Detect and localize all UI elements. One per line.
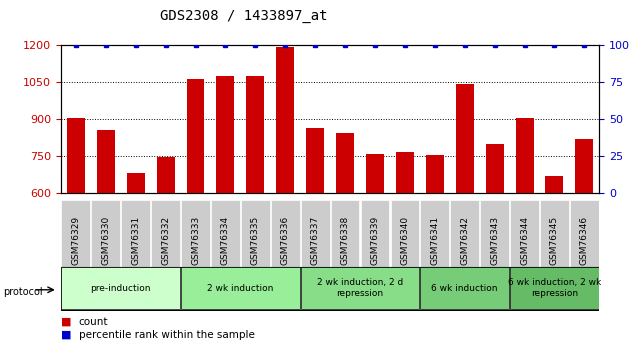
- Text: GSM76341: GSM76341: [430, 216, 439, 265]
- Text: 2 wk induction: 2 wk induction: [207, 284, 274, 293]
- Text: GSM76339: GSM76339: [370, 216, 379, 265]
- Text: GSM76331: GSM76331: [131, 216, 140, 265]
- FancyBboxPatch shape: [510, 267, 599, 309]
- Text: GSM76346: GSM76346: [580, 216, 589, 265]
- Text: GSM76335: GSM76335: [251, 216, 260, 265]
- Text: GSM76343: GSM76343: [490, 216, 499, 265]
- Text: GDS2308 / 1433897_at: GDS2308 / 1433897_at: [160, 9, 328, 23]
- Text: GSM76333: GSM76333: [191, 216, 200, 265]
- FancyBboxPatch shape: [480, 200, 509, 281]
- Text: GSM76337: GSM76337: [311, 216, 320, 265]
- Bar: [576, 139, 594, 342]
- Text: percentile rank within the sample: percentile rank within the sample: [79, 330, 254, 339]
- FancyBboxPatch shape: [510, 200, 539, 281]
- Bar: [276, 47, 294, 342]
- Text: 6 wk induction, 2 wk
repression: 6 wk induction, 2 wk repression: [508, 278, 601, 298]
- FancyBboxPatch shape: [420, 200, 449, 281]
- Bar: [366, 154, 384, 342]
- Text: GSM76329: GSM76329: [71, 216, 80, 265]
- Text: GSM76330: GSM76330: [101, 216, 110, 265]
- FancyBboxPatch shape: [62, 200, 90, 281]
- Text: GSM76336: GSM76336: [281, 216, 290, 265]
- FancyBboxPatch shape: [121, 200, 150, 281]
- FancyBboxPatch shape: [540, 200, 569, 281]
- FancyBboxPatch shape: [570, 200, 599, 281]
- Bar: [545, 176, 563, 342]
- Bar: [426, 155, 444, 342]
- FancyBboxPatch shape: [331, 200, 360, 281]
- Bar: [336, 132, 354, 342]
- Bar: [187, 79, 204, 342]
- FancyBboxPatch shape: [211, 200, 240, 281]
- Text: GSM76342: GSM76342: [460, 216, 469, 265]
- Text: 6 wk induction: 6 wk induction: [431, 284, 498, 293]
- Text: 2 wk induction, 2 d
repression: 2 wk induction, 2 d repression: [317, 278, 403, 298]
- FancyBboxPatch shape: [61, 267, 599, 309]
- Bar: [217, 76, 235, 342]
- Bar: [156, 157, 174, 342]
- Text: count: count: [79, 317, 108, 326]
- Text: GSM76334: GSM76334: [221, 216, 230, 265]
- FancyBboxPatch shape: [420, 267, 509, 309]
- Text: GSM76340: GSM76340: [401, 216, 410, 265]
- FancyBboxPatch shape: [181, 200, 210, 281]
- Bar: [97, 130, 115, 342]
- Bar: [515, 118, 533, 342]
- FancyBboxPatch shape: [62, 267, 180, 309]
- Bar: [486, 144, 504, 342]
- Bar: [456, 85, 474, 342]
- FancyBboxPatch shape: [301, 200, 329, 281]
- FancyBboxPatch shape: [301, 267, 419, 309]
- Text: GSM76344: GSM76344: [520, 216, 529, 265]
- FancyBboxPatch shape: [92, 200, 120, 281]
- Text: GSM76338: GSM76338: [340, 216, 349, 265]
- FancyBboxPatch shape: [361, 200, 389, 281]
- Text: pre-induction: pre-induction: [90, 284, 151, 293]
- Text: GSM76345: GSM76345: [550, 216, 559, 265]
- Bar: [67, 118, 85, 342]
- FancyBboxPatch shape: [451, 200, 479, 281]
- FancyBboxPatch shape: [271, 200, 299, 281]
- FancyBboxPatch shape: [181, 267, 299, 309]
- FancyBboxPatch shape: [241, 200, 270, 281]
- Text: protocol: protocol: [3, 287, 43, 296]
- Bar: [127, 174, 145, 342]
- FancyBboxPatch shape: [390, 200, 419, 281]
- Text: GSM76332: GSM76332: [161, 216, 170, 265]
- Text: ■: ■: [61, 317, 71, 326]
- Text: ■: ■: [61, 330, 71, 339]
- FancyBboxPatch shape: [151, 200, 180, 281]
- Bar: [246, 76, 264, 342]
- Bar: [396, 152, 414, 342]
- Bar: [306, 128, 324, 342]
